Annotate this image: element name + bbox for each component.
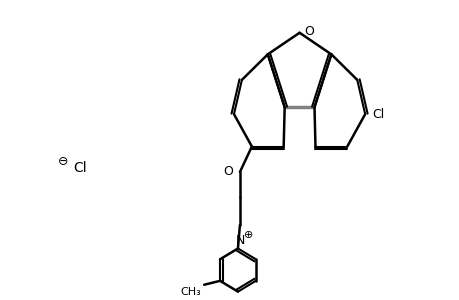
Text: N: N <box>235 234 244 247</box>
Text: O: O <box>304 25 314 38</box>
Text: O: O <box>223 166 232 178</box>
Text: Cl: Cl <box>371 108 384 121</box>
Text: ⊖: ⊖ <box>58 155 68 168</box>
Text: Cl: Cl <box>73 161 86 175</box>
Text: ⊕: ⊕ <box>244 230 253 240</box>
Text: CH₃: CH₃ <box>180 287 201 297</box>
